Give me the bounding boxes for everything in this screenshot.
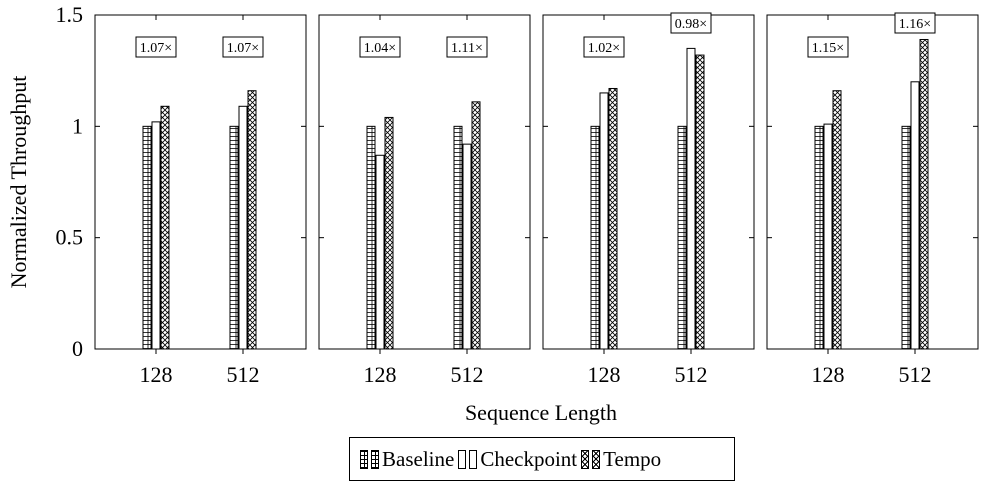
x-tick-label-512: 512 xyxy=(675,362,708,387)
legend-entry-checkpoint: Checkpoint xyxy=(458,447,577,472)
legend-label-baseline: Baseline xyxy=(382,446,455,471)
chart-panel-4: 128 1.15× 512 1.16× xyxy=(766,12,979,387)
speedup-label: 1.07× xyxy=(140,41,172,56)
bar-baseline-512 xyxy=(901,125,911,350)
y-tick-label: 0.5 xyxy=(56,225,84,250)
legend-swatch-baseline xyxy=(360,449,368,469)
speedup-label: 1.15× xyxy=(812,41,844,56)
speedup-box xyxy=(894,12,936,34)
legend-entry-baseline: Baseline xyxy=(360,447,454,472)
bar-checkpoint-512 xyxy=(686,47,696,350)
speedup-box xyxy=(222,36,264,58)
y-tick-label: 1 xyxy=(72,113,83,138)
legend-swatch-tempo-2 xyxy=(592,449,601,469)
legend-label-tempo: Tempo xyxy=(603,446,662,471)
bar-baseline-512 xyxy=(453,125,463,350)
bar-baseline-128 xyxy=(142,125,152,350)
speedup-label: 0.98× xyxy=(675,17,707,32)
speedup-box xyxy=(446,36,488,58)
bar-baseline-512 xyxy=(229,125,239,350)
legend-swatch-checkpoint xyxy=(458,449,467,469)
bar-tempo-128 xyxy=(608,87,618,350)
bar-baseline-128 xyxy=(814,125,824,350)
bar-checkpoint-128 xyxy=(823,123,833,350)
speedup-box xyxy=(583,36,625,58)
panel-frame xyxy=(94,14,307,350)
panel-frame xyxy=(766,14,979,350)
speedup-label: 1.04× xyxy=(364,41,396,56)
speedup-label: 1.02× xyxy=(588,41,620,56)
legend-swatch-checkpoint-2 xyxy=(469,449,478,469)
speedup-label: 1.11× xyxy=(451,41,483,56)
bar-baseline-128 xyxy=(366,125,376,350)
y-tick-label: 1.5 xyxy=(56,2,84,27)
x-tick-label-512: 512 xyxy=(899,362,932,387)
legend: Baseline Checkpoint Tempo xyxy=(349,437,735,481)
chart-panel-3: 128 1.02× 512 0.98× xyxy=(542,12,755,387)
speedup-box xyxy=(807,36,849,58)
bar-tempo-512 xyxy=(471,101,481,350)
panel-frame xyxy=(318,14,531,350)
legend-swatch-baseline-2 xyxy=(371,449,379,469)
speedup-box xyxy=(359,36,401,58)
bar-tempo-512 xyxy=(695,54,705,350)
x-tick-label-512: 512 xyxy=(227,362,260,387)
bar-checkpoint-128 xyxy=(151,121,161,350)
speedup-box xyxy=(135,36,177,58)
x-axis-label: Sequence Length xyxy=(465,400,617,425)
x-tick-label-128: 128 xyxy=(364,362,397,387)
x-tick-label-128: 128 xyxy=(140,362,173,387)
bar-tempo-128 xyxy=(160,105,170,350)
bar-tempo-512 xyxy=(247,90,257,350)
bar-checkpoint-512 xyxy=(238,105,248,350)
legend-swatch-tempo xyxy=(581,449,590,469)
speedup-label: 1.16× xyxy=(899,17,931,32)
bar-checkpoint-128 xyxy=(599,92,609,350)
x-tick-label-128: 128 xyxy=(588,362,621,387)
bar-baseline-128 xyxy=(590,125,600,350)
speedup-box xyxy=(670,12,712,34)
y-axis-label: Normalized Throughput xyxy=(6,76,31,289)
bar-tempo-512 xyxy=(919,38,929,350)
chart-panel-1: 0 0.5 1 1.5 128 1.07× 512 1.07× xyxy=(56,2,307,387)
x-tick-label-512: 512 xyxy=(451,362,484,387)
x-tick-label-128: 128 xyxy=(812,362,845,387)
bar-tempo-128 xyxy=(832,90,842,350)
legend-label-checkpoint: Checkpoint xyxy=(480,446,578,471)
speedup-label: 1.07× xyxy=(227,41,259,56)
bar-baseline-512 xyxy=(677,125,687,350)
bar-tempo-128 xyxy=(384,116,394,350)
legend-entry-tempo: Tempo xyxy=(581,447,661,472)
y-tick-label: 0 xyxy=(72,336,83,361)
bar-checkpoint-128 xyxy=(375,154,385,350)
bar-checkpoint-512 xyxy=(462,143,472,350)
panel-frame xyxy=(542,14,755,350)
chart-panel-2: 128 1.04× 512 1.11× xyxy=(318,14,531,387)
bar-checkpoint-512 xyxy=(910,81,920,350)
